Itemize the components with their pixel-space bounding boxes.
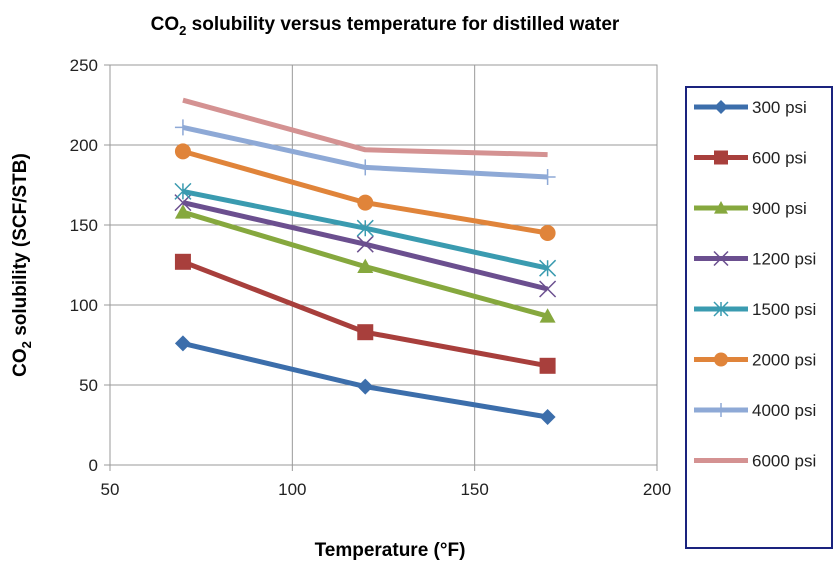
- marker-circle: [714, 352, 728, 367]
- series-line: [182, 200, 549, 292]
- y-tick-label: 0: [89, 456, 98, 475]
- legend-label: 600 psi: [752, 149, 807, 168]
- legend-label: 1500 psi: [752, 300, 816, 319]
- y-axis-label: CO2 solubility (SCF/STB): [10, 153, 34, 377]
- marker-triangle: [357, 258, 374, 273]
- legend-label: 1200 psi: [752, 250, 816, 269]
- legend-item: 900 psi: [694, 199, 807, 218]
- legend-item: 600 psi: [694, 149, 807, 168]
- marker-x: [539, 280, 557, 298]
- marker-star: [713, 301, 729, 317]
- legend-item: 300 psi: [694, 98, 807, 117]
- legend-item: 1500 psi: [694, 300, 816, 319]
- legend: 300 psi 600 psi 900 psi 1200 psi 1500 psi 200…: [694, 98, 816, 471]
- x-tick-label: 200: [643, 480, 671, 499]
- y-tick-label: 50: [79, 376, 98, 395]
- y-tick-label: 200: [70, 136, 98, 155]
- series-600-psi: [174, 253, 556, 374]
- marker-star: [174, 182, 192, 200]
- x-axis-label: Temperature (°F): [315, 540, 466, 561]
- series-1200-psi: [174, 194, 557, 298]
- chart-title: CO2 solubility versus temperature for di…: [151, 14, 620, 38]
- y-tick-label: 150: [70, 216, 98, 235]
- legend-box: [685, 86, 833, 549]
- marker-diamond: [357, 378, 374, 395]
- x-tick-label: 100: [278, 480, 306, 499]
- marker-plus: [714, 403, 728, 417]
- y-tick-label: 250: [70, 56, 98, 75]
- marker-star: [539, 259, 557, 277]
- marker-x: [713, 250, 729, 267]
- marker-diamond: [174, 335, 191, 352]
- marker-diamond: [539, 409, 556, 425]
- series-group: [174, 97, 557, 425]
- legend-item: 1200 psi: [694, 250, 816, 269]
- marker-plus: [357, 159, 374, 176]
- marker-x: [356, 235, 374, 253]
- marker-square: [174, 253, 191, 270]
- marker-circle: [357, 194, 374, 211]
- legend-label: 6000 psi: [752, 452, 816, 471]
- series-2000-psi: [174, 143, 556, 241]
- series-line: [182, 97, 548, 158]
- legend-label: 900 psi: [752, 199, 807, 218]
- series-300-psi: [174, 335, 556, 425]
- legend-item: 4000 psi: [694, 401, 816, 420]
- marker-plus: [174, 119, 191, 136]
- legend-item: 6000 psi: [694, 452, 816, 471]
- x-tick-label: 150: [460, 480, 488, 499]
- marker-triangle: [174, 204, 191, 219]
- marker-triangle: [714, 201, 728, 214]
- marker-square: [714, 150, 728, 165]
- marker-circle: [539, 225, 556, 241]
- legend-label: 2000 psi: [752, 351, 816, 370]
- marker-square: [539, 357, 556, 374]
- marker-diamond: [714, 100, 728, 114]
- marker-star: [356, 219, 374, 237]
- y-tick-label: 100: [70, 296, 98, 315]
- marker-triangle: [539, 308, 556, 323]
- legend-item: 2000 psi: [694, 351, 816, 370]
- series-6000-psi: [182, 97, 548, 158]
- series-4000-psi: [174, 119, 556, 185]
- legend-label: 300 psi: [752, 98, 807, 117]
- marker-plus: [539, 169, 556, 185]
- legend-label: 4000 psi: [752, 401, 816, 420]
- series-1500-psi: [174, 182, 557, 277]
- x-tick-label: 50: [101, 480, 120, 499]
- marker-square: [357, 324, 374, 341]
- marker-circle: [174, 143, 191, 160]
- series-900-psi: [174, 204, 556, 323]
